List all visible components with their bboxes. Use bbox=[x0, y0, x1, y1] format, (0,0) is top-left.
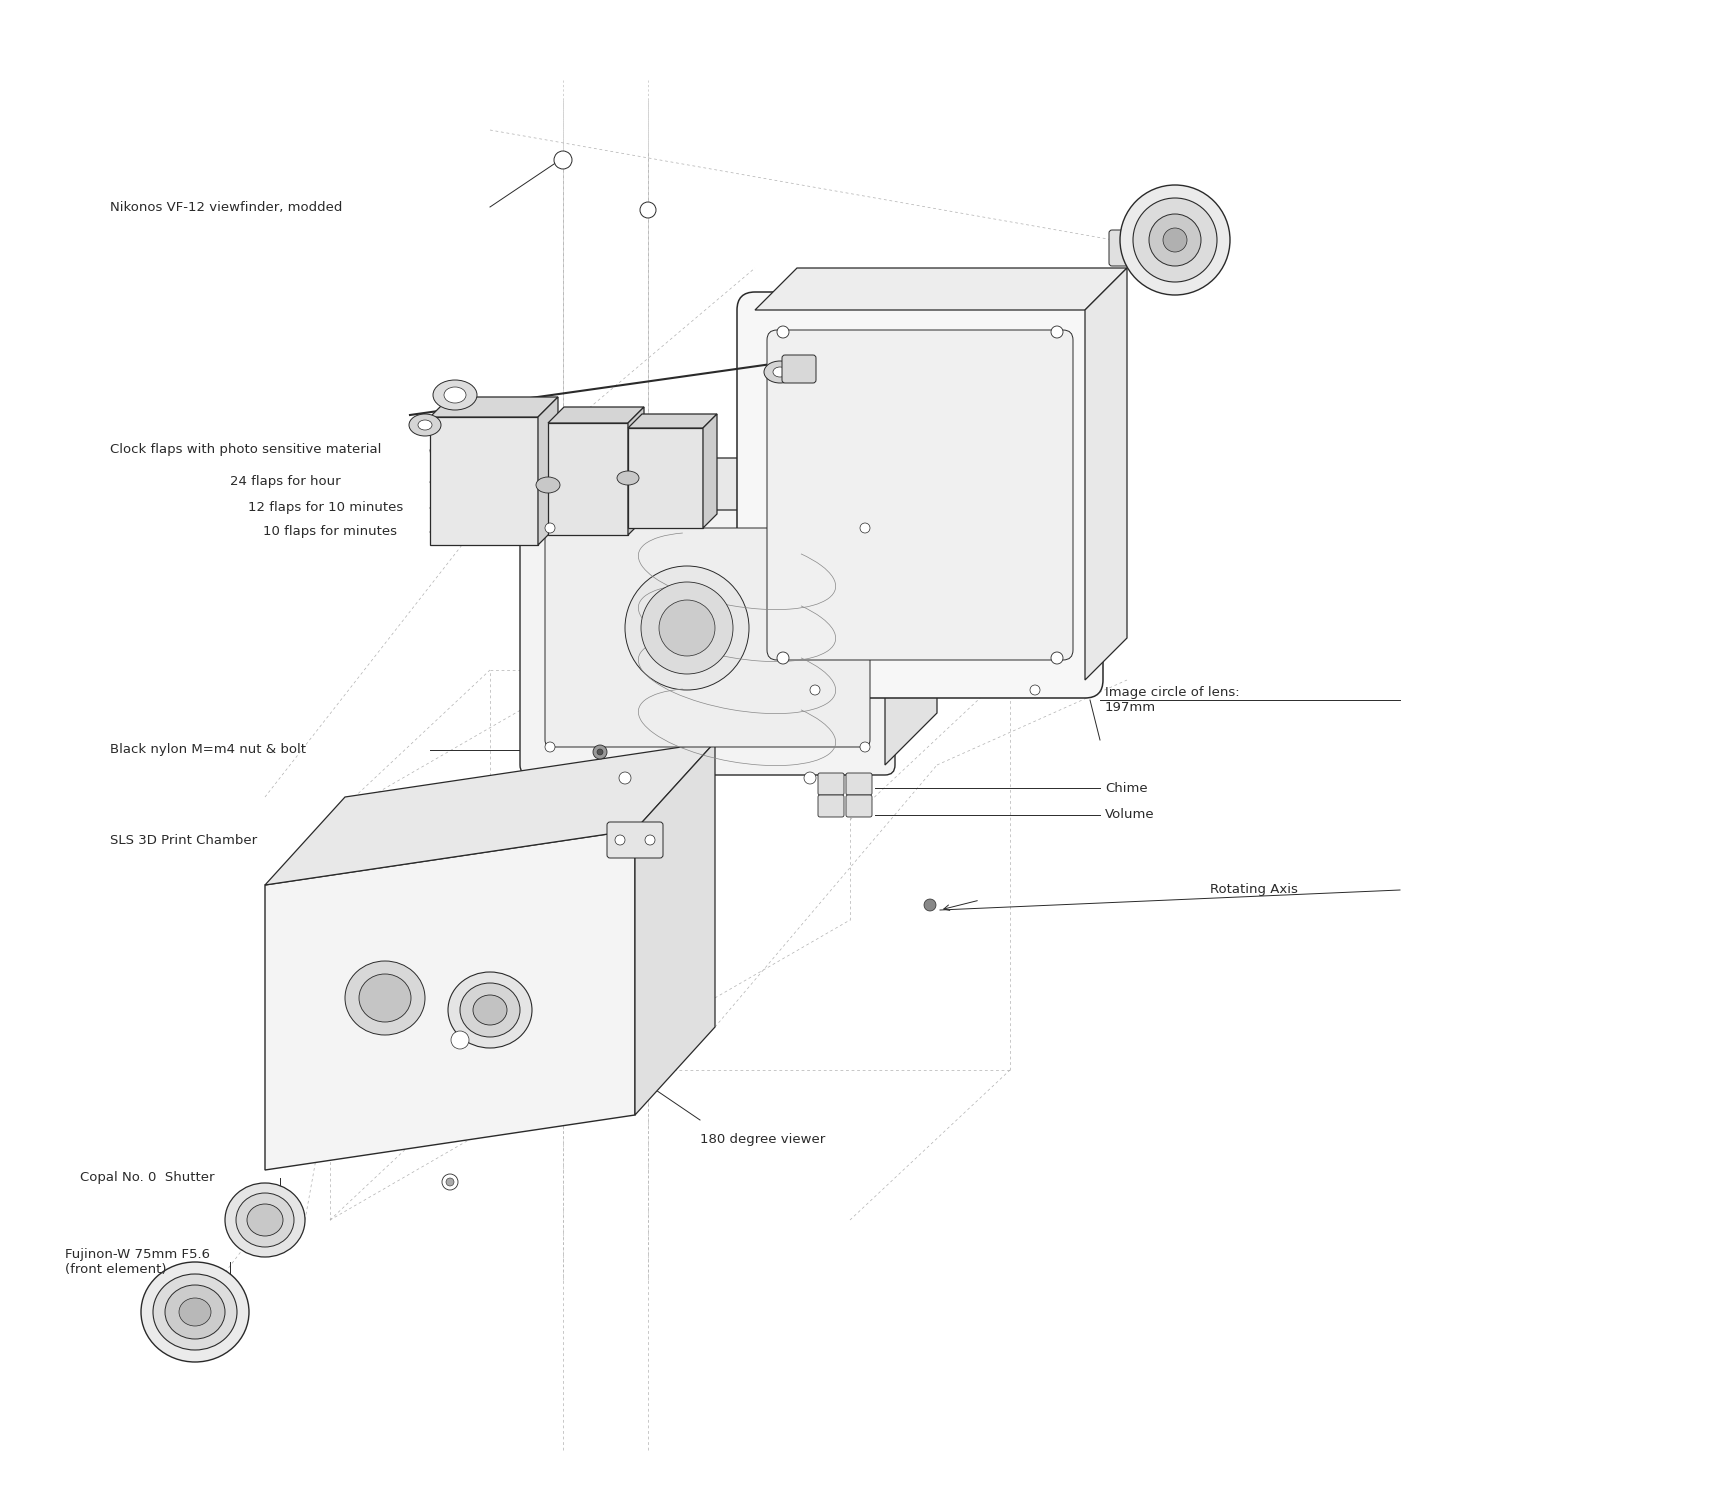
Ellipse shape bbox=[773, 368, 787, 376]
Ellipse shape bbox=[154, 1274, 236, 1350]
Circle shape bbox=[861, 742, 869, 752]
Circle shape bbox=[776, 326, 788, 338]
Circle shape bbox=[925, 898, 937, 910]
Text: Nikonos VF-12 viewfinder, modded: Nikonos VF-12 viewfinder, modded bbox=[110, 201, 342, 213]
Ellipse shape bbox=[618, 471, 638, 484]
Circle shape bbox=[593, 746, 607, 759]
FancyBboxPatch shape bbox=[519, 500, 895, 776]
Text: Rotating Axis: Rotating Axis bbox=[1209, 884, 1297, 897]
Circle shape bbox=[645, 836, 656, 844]
Ellipse shape bbox=[536, 477, 561, 494]
Text: 24 flaps for hour: 24 flaps for hour bbox=[229, 476, 340, 489]
FancyBboxPatch shape bbox=[818, 795, 844, 818]
FancyBboxPatch shape bbox=[845, 795, 873, 818]
FancyBboxPatch shape bbox=[845, 772, 873, 795]
Circle shape bbox=[861, 524, 869, 532]
Text: 180 degree viewer: 180 degree viewer bbox=[700, 1134, 825, 1146]
Ellipse shape bbox=[764, 362, 795, 382]
FancyBboxPatch shape bbox=[768, 330, 1073, 660]
Circle shape bbox=[442, 1174, 459, 1190]
Polygon shape bbox=[885, 458, 937, 765]
FancyBboxPatch shape bbox=[607, 822, 662, 858]
FancyBboxPatch shape bbox=[545, 528, 869, 747]
Polygon shape bbox=[628, 414, 718, 428]
Text: Fujinon-W 75mm F5.6
(front element): Fujinon-W 75mm F5.6 (front element) bbox=[66, 1248, 210, 1276]
Ellipse shape bbox=[141, 1262, 248, 1362]
Ellipse shape bbox=[443, 387, 466, 404]
Circle shape bbox=[1030, 686, 1040, 694]
Circle shape bbox=[642, 582, 733, 674]
Ellipse shape bbox=[1163, 228, 1187, 252]
Text: Copal No. 0  Shutter: Copal No. 0 Shutter bbox=[79, 1172, 214, 1185]
FancyBboxPatch shape bbox=[781, 356, 816, 382]
Polygon shape bbox=[704, 414, 718, 528]
Ellipse shape bbox=[247, 1204, 283, 1236]
Circle shape bbox=[616, 836, 624, 844]
Polygon shape bbox=[430, 398, 557, 417]
Circle shape bbox=[450, 1030, 469, 1048]
Ellipse shape bbox=[166, 1286, 224, 1340]
Polygon shape bbox=[430, 417, 538, 544]
Circle shape bbox=[545, 524, 555, 532]
Polygon shape bbox=[266, 742, 714, 885]
Polygon shape bbox=[628, 406, 643, 536]
Circle shape bbox=[811, 686, 819, 694]
Polygon shape bbox=[756, 268, 1126, 310]
Text: Volume: Volume bbox=[1106, 808, 1154, 822]
Text: Chime: Chime bbox=[1106, 782, 1147, 795]
FancyBboxPatch shape bbox=[1109, 230, 1152, 266]
Circle shape bbox=[640, 202, 656, 217]
Ellipse shape bbox=[417, 420, 431, 430]
Circle shape bbox=[624, 566, 749, 690]
Ellipse shape bbox=[179, 1298, 210, 1326]
Polygon shape bbox=[538, 398, 557, 544]
Text: 10 flaps for minutes: 10 flaps for minutes bbox=[262, 525, 397, 538]
FancyBboxPatch shape bbox=[1182, 219, 1218, 261]
Text: Clock flaps with photo sensitive material: Clock flaps with photo sensitive materia… bbox=[110, 444, 381, 456]
Ellipse shape bbox=[433, 380, 478, 410]
Polygon shape bbox=[628, 427, 704, 528]
Polygon shape bbox=[266, 830, 635, 1170]
Circle shape bbox=[659, 600, 714, 656]
Polygon shape bbox=[549, 423, 628, 536]
Polygon shape bbox=[635, 742, 714, 1114]
Ellipse shape bbox=[448, 972, 531, 1048]
Circle shape bbox=[545, 742, 555, 752]
Circle shape bbox=[619, 772, 631, 784]
Text: 12 flaps for 10 minutes: 12 flaps for 10 minutes bbox=[248, 501, 404, 515]
Ellipse shape bbox=[1149, 214, 1201, 266]
Ellipse shape bbox=[1120, 184, 1230, 296]
Ellipse shape bbox=[345, 962, 424, 1035]
FancyBboxPatch shape bbox=[818, 772, 844, 795]
Text: Image circle of lens:
197mm: Image circle of lens: 197mm bbox=[1106, 686, 1240, 714]
Ellipse shape bbox=[1133, 198, 1218, 282]
Circle shape bbox=[597, 748, 604, 754]
Circle shape bbox=[554, 152, 573, 170]
Circle shape bbox=[804, 772, 816, 784]
Polygon shape bbox=[549, 406, 643, 423]
Ellipse shape bbox=[473, 994, 507, 1024]
Text: Black nylon M=m4 nut & bolt: Black nylon M=m4 nut & bolt bbox=[110, 744, 305, 756]
Text: SLS 3D Print Chamber: SLS 3D Print Chamber bbox=[110, 834, 257, 846]
Ellipse shape bbox=[409, 414, 442, 436]
Ellipse shape bbox=[359, 974, 411, 1022]
Circle shape bbox=[447, 1178, 454, 1186]
Circle shape bbox=[1051, 326, 1063, 338]
Ellipse shape bbox=[236, 1192, 293, 1246]
Ellipse shape bbox=[224, 1184, 305, 1257]
FancyBboxPatch shape bbox=[737, 292, 1102, 698]
Circle shape bbox=[1051, 652, 1063, 664]
Circle shape bbox=[776, 652, 788, 664]
Polygon shape bbox=[1085, 268, 1126, 680]
Ellipse shape bbox=[461, 982, 519, 1036]
Polygon shape bbox=[530, 458, 937, 510]
